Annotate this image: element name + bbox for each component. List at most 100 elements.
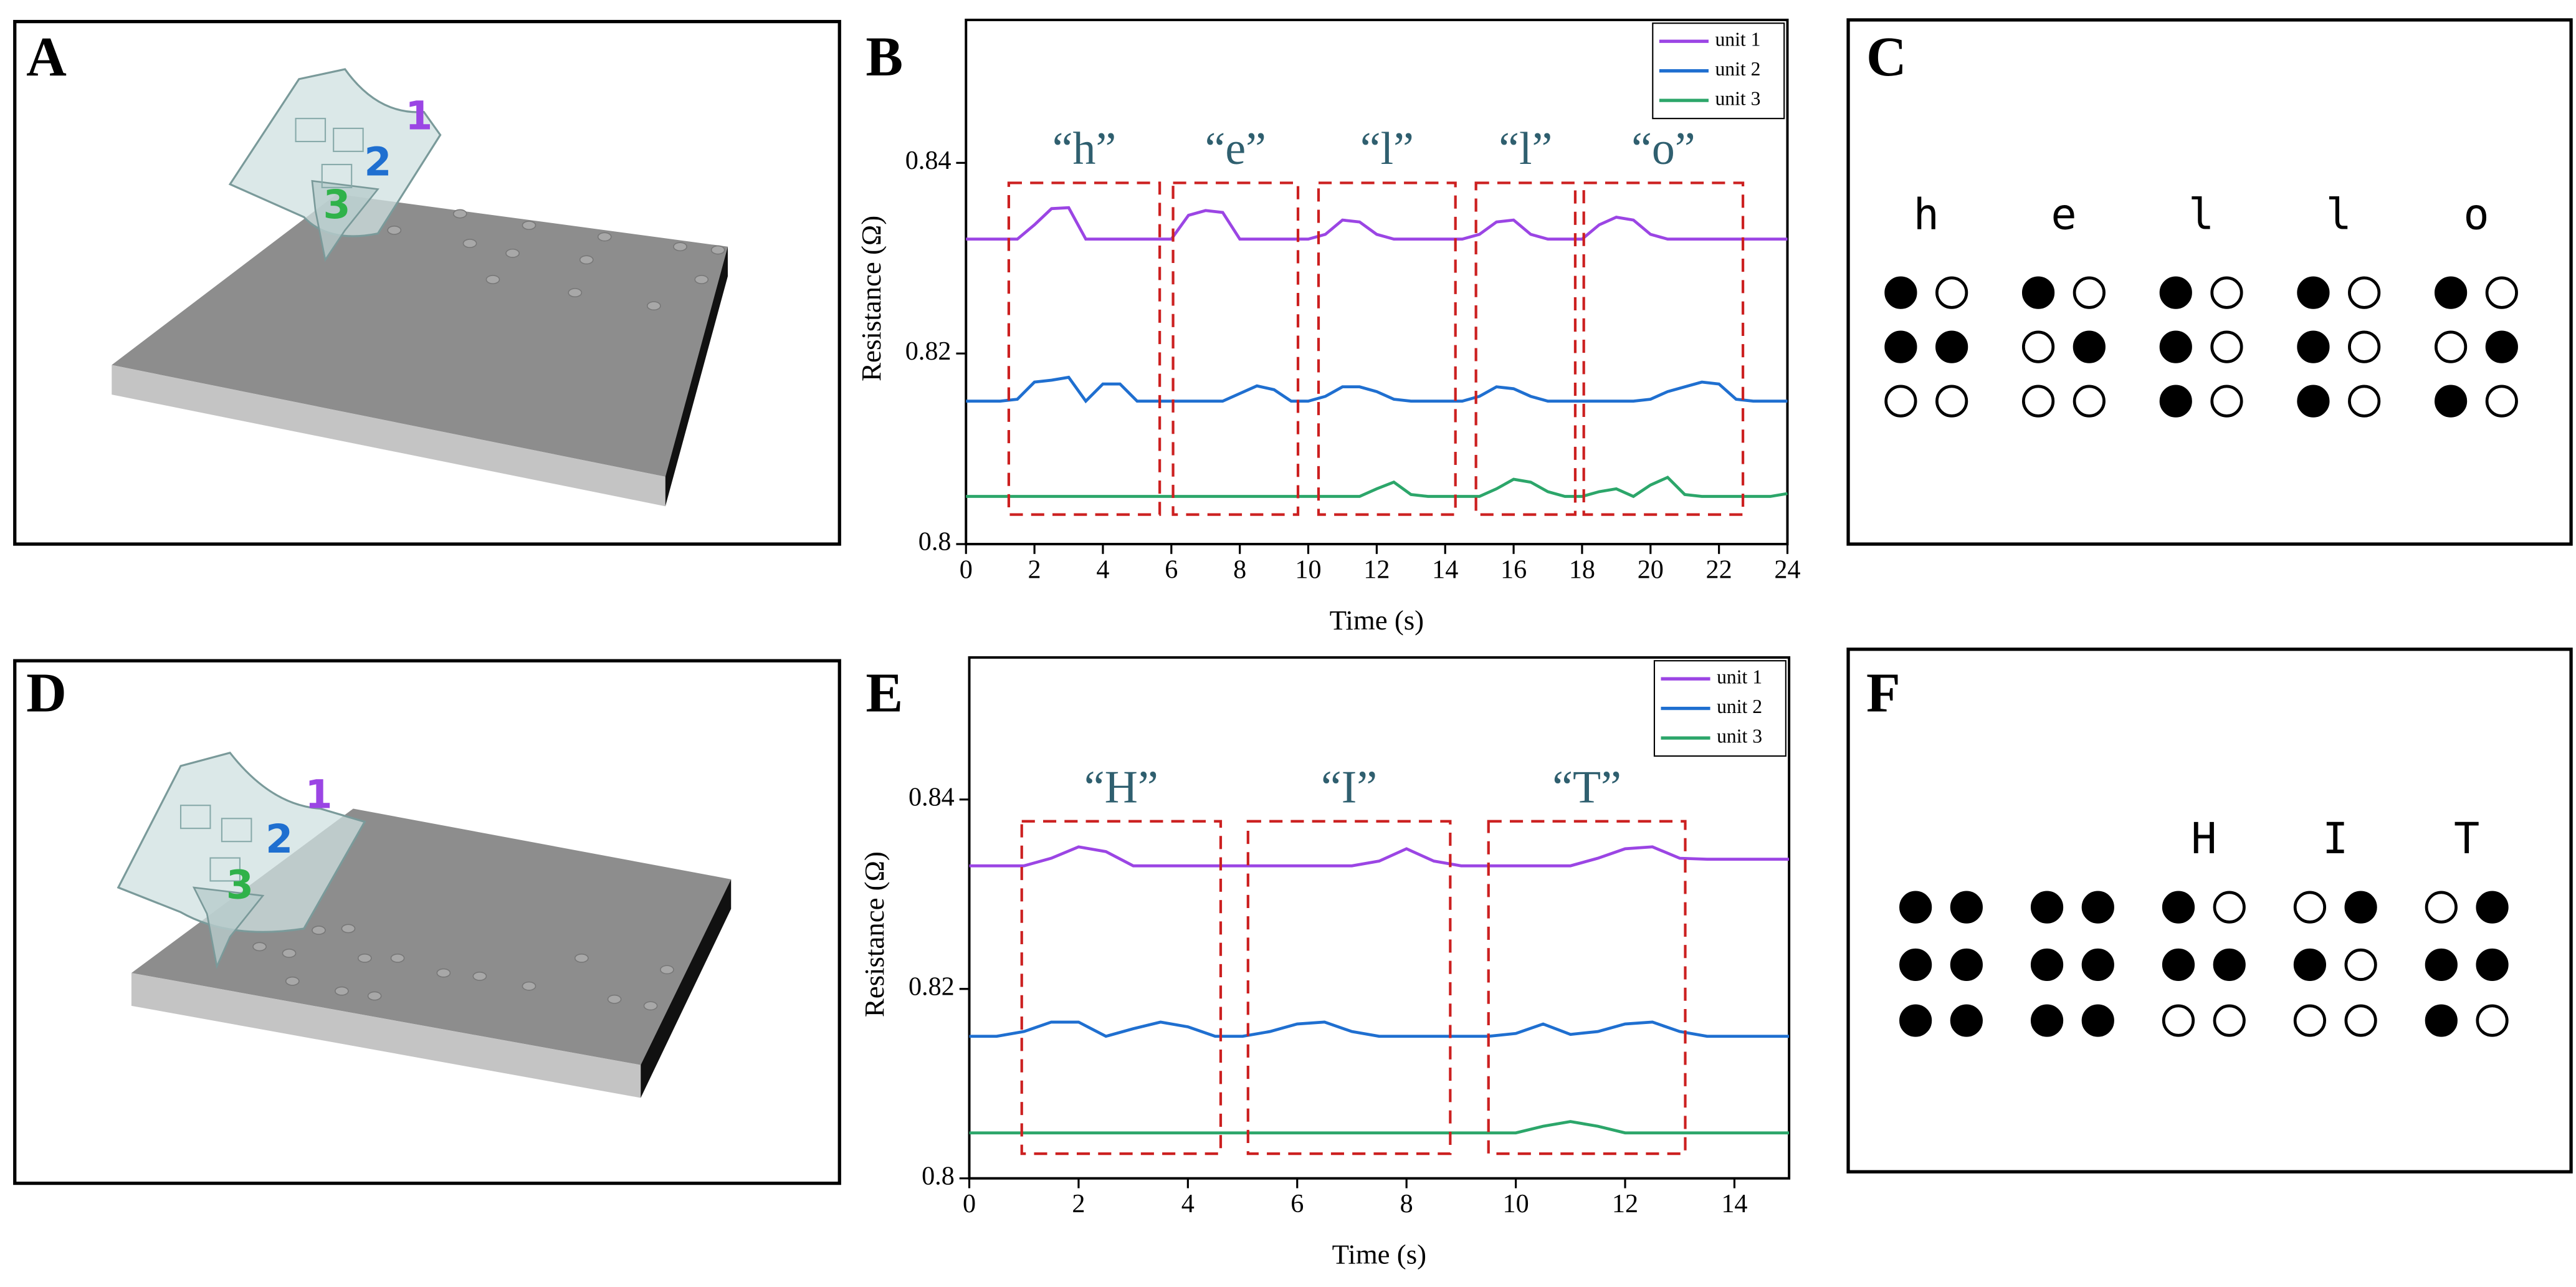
braille-letter: o	[2463, 189, 2489, 239]
braille-dot	[2081, 948, 2114, 982]
braille-dot	[1899, 891, 1932, 924]
annotation-label: “T”	[1552, 761, 1621, 812]
x-tick-label: 24	[1774, 555, 1800, 585]
braille-dot	[2344, 1004, 2377, 1037]
x-tick-label: 18	[1569, 555, 1595, 585]
braille-dot	[2210, 385, 2243, 418]
braille-dot	[1884, 385, 1917, 418]
x-tick-label: 20	[1638, 555, 1664, 585]
braille-dot	[2434, 276, 2468, 309]
x-tick-label: 0	[960, 555, 973, 585]
scene-label: 1	[405, 93, 432, 139]
y-axis-label: Resistance (Ω)	[856, 216, 887, 381]
y-tick-label: 0.82	[905, 337, 952, 366]
panel-label: D	[26, 662, 67, 724]
braille-dot	[2293, 948, 2326, 982]
braille-dot	[2162, 891, 2195, 924]
braille-dot	[2476, 891, 2509, 924]
x-tick-label: 10	[1295, 555, 1321, 585]
y-axis-label: Resistance (Ω)	[859, 851, 890, 1017]
braille-dot	[2348, 385, 2381, 418]
braille-dot	[1950, 891, 1983, 924]
braille-dot	[2344, 891, 2377, 924]
braille-dot	[2030, 1004, 2064, 1037]
braille-dot	[2159, 330, 2192, 363]
slab-side	[665, 246, 728, 507]
braille-dot	[2073, 276, 2106, 309]
braille-dot	[2476, 1004, 2509, 1037]
scene-label: 3	[323, 181, 350, 227]
series-line	[966, 476, 1788, 499]
panel-label: A	[26, 26, 67, 88]
series-line	[966, 375, 1788, 404]
panel-frame	[1846, 18, 2573, 546]
annotation-label: “I”	[1321, 761, 1377, 812]
braille-dot	[2293, 891, 2326, 924]
sensor-tip	[311, 179, 379, 262]
electrodes	[295, 118, 364, 188]
braille-dot	[1884, 330, 1917, 363]
x-tick-label: 12	[1363, 555, 1390, 585]
x-tick-label: 12	[1612, 1189, 1638, 1218]
legend-label: unit 3	[1715, 87, 1760, 109]
braille-letter: l	[2326, 189, 2352, 239]
x-tick-label: 8	[1233, 555, 1246, 585]
braille-dot	[1935, 276, 1968, 309]
annotation-box	[1487, 820, 1687, 1155]
legend-label: unit 1	[1717, 666, 1762, 687]
annotation-label: “l”	[1499, 123, 1552, 174]
x-tick-label: 0	[963, 1189, 976, 1218]
braille-dot	[2030, 891, 2064, 924]
legend-label: unit 1	[1715, 28, 1760, 50]
braille-dot	[2425, 1004, 2458, 1037]
legend-label: unit 3	[1717, 725, 1762, 747]
slab-side	[641, 879, 732, 1098]
annotation-box	[1582, 181, 1745, 516]
annotation-box	[1171, 181, 1300, 516]
y-tick-label: 0.8	[922, 1161, 955, 1190]
scene-a	[112, 68, 728, 507]
x-tick-label: 16	[1500, 555, 1527, 585]
scene-label: 3	[226, 862, 254, 908]
braille-dot	[2081, 1004, 2114, 1037]
braille-dot	[2210, 330, 2243, 363]
annotation-label: “l”	[1360, 123, 1414, 174]
braille-dot	[1950, 948, 1983, 982]
braille-dot	[1935, 385, 1968, 418]
x-tick-label: 2	[1072, 1189, 1085, 1218]
annotation-box	[1317, 181, 1457, 516]
braille-letter: l	[2188, 189, 2214, 239]
braille-letter: T	[2454, 814, 2479, 864]
annotation-box	[1007, 181, 1162, 516]
y-tick-label: 0.8	[918, 527, 952, 557]
plot-frame	[968, 656, 1791, 1180]
legend-box	[1652, 22, 1785, 120]
braille-dot	[2073, 385, 2106, 418]
sensor-tip	[192, 886, 265, 969]
braille-dot	[2159, 385, 2192, 418]
braille-dot	[1884, 276, 1917, 309]
scene-label: 1	[305, 772, 332, 818]
braille-dot	[2476, 948, 2509, 982]
series-line	[969, 845, 1790, 868]
series-line	[969, 1020, 1790, 1038]
braille-dot	[2297, 385, 2330, 418]
annotation-box	[1020, 820, 1223, 1155]
x-tick-label: 2	[1028, 555, 1041, 585]
braille-dot	[1935, 330, 1968, 363]
x-tick-label: 10	[1503, 1189, 1529, 1218]
annotation-label: “o”	[1631, 123, 1695, 174]
braille-letter: H	[2191, 814, 2216, 864]
braille-dot	[2297, 276, 2330, 309]
braille-dot	[1899, 1004, 1932, 1037]
braille-dot	[1899, 948, 1932, 982]
bumps	[252, 924, 674, 1011]
braille-dot	[2021, 385, 2055, 418]
braille-dot	[2348, 330, 2381, 363]
x-tick-label: 14	[1432, 555, 1458, 585]
x-tick-label: 14	[1721, 1189, 1747, 1218]
x-axis-label: Time (s)	[1330, 605, 1424, 636]
braille-dot	[2213, 1004, 2246, 1037]
